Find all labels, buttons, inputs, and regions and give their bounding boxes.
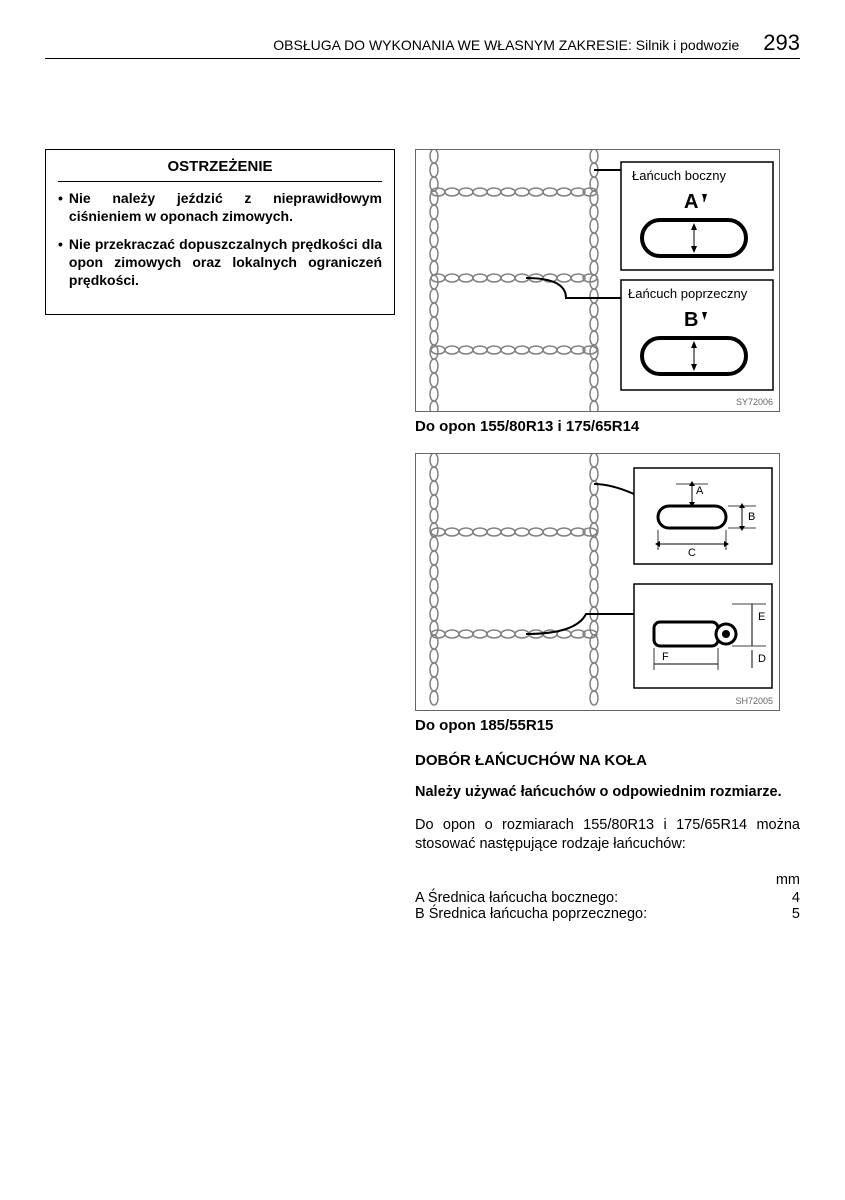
spec-row: B Średnica łańcucha poprzecznego: 5 <box>415 906 800 922</box>
warning-title: OSTRZEŻENIE <box>58 158 382 182</box>
figure-chain-2: A B C <box>415 453 780 711</box>
figure-chain-1: Łańcuch boczny A Łańcuch poprzeczny B <box>415 149 780 412</box>
dim-b: B <box>748 511 755 523</box>
spec-unit: mm <box>415 872 800 888</box>
spec-value: 4 <box>792 890 800 906</box>
warning-item: • Nie przekraczać dopuszczalnych prędkoś… <box>58 236 382 290</box>
figure-caption-1: Do opon 155/80R13 i 175/65R14 <box>415 418 800 435</box>
callout-side-label: Łańcuch boczny <box>632 168 726 183</box>
spec-row: A Średnica łańcucha bocznego: 4 <box>415 890 800 906</box>
figure-code: SY72006 <box>736 397 773 407</box>
dim-c: C <box>688 547 696 559</box>
spec-table: mm A Średnica łańcucha bocznego: 4 B Śre… <box>415 872 800 922</box>
dim-a: A <box>696 485 704 497</box>
figure-code: SH72005 <box>735 696 773 706</box>
header-title: OBSŁUGA DO WYKONANIA WE WŁASNYM ZAKRESIE… <box>273 37 739 53</box>
warning-item: • Nie należy jeździć z nieprawidłowym ci… <box>58 190 382 226</box>
warning-text: Nie należy jeździć z nieprawidłowym ciśn… <box>69 190 382 226</box>
bullet-icon: • <box>58 190 63 226</box>
callout-cross-label: Łańcuch poprzeczny <box>628 286 748 301</box>
section-lead: Należy używać łańcuchów o odpowiednim ro… <box>415 783 800 802</box>
spec-label: B Średnica łańcucha poprzecznego: <box>415 906 647 922</box>
spec-value: 5 <box>792 906 800 922</box>
spec-label: A Średnica łańcucha bocznego: <box>415 890 618 906</box>
warning-box: OSTRZEŻENIE • Nie należy jeździć z niepr… <box>45 149 395 315</box>
dim-f: F <box>662 651 669 663</box>
figure-caption-2: Do opon 185/55R15 <box>415 717 800 734</box>
warning-text: Nie przekraczać dopuszczalnych prędkości… <box>69 236 382 290</box>
dim-d: D <box>758 653 766 665</box>
section-body: Do opon o rozmiarach 155/80R13 i 175/65R… <box>415 816 800 854</box>
callout-letter-b: B <box>684 309 698 331</box>
callout-letter-a: A <box>684 191 698 213</box>
page-header: OBSŁUGA DO WYKONANIA WE WŁASNYM ZAKRESIE… <box>45 30 800 59</box>
page-number: 293 <box>763 30 800 56</box>
bullet-icon: • <box>58 236 63 290</box>
section-heading: DOBÓR ŁAŃCUCHÓW NA KOŁA <box>415 752 800 769</box>
dim-e: E <box>758 611 765 623</box>
